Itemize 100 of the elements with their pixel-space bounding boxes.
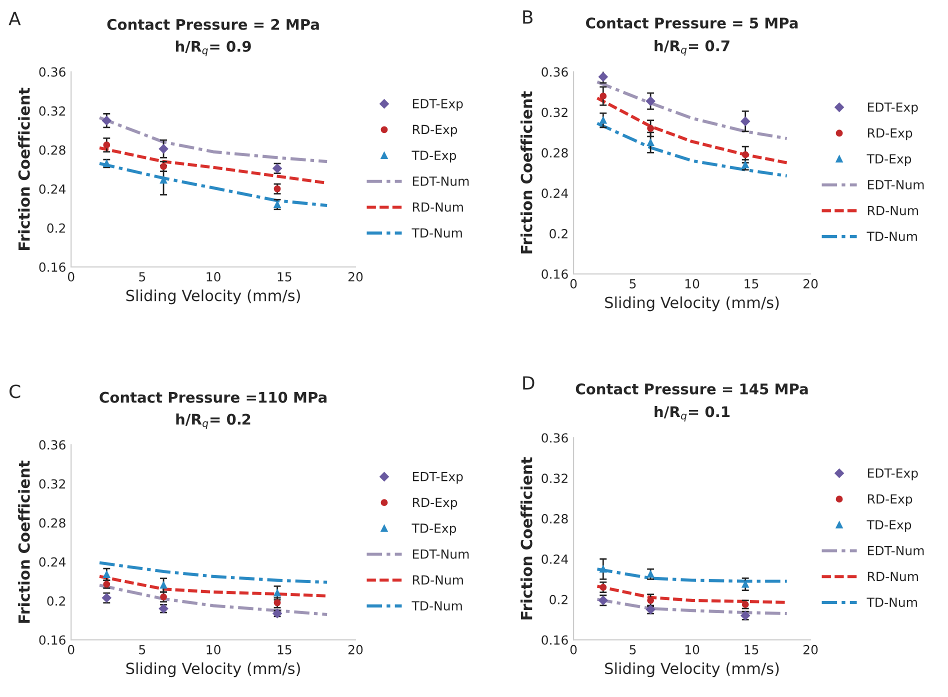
- y-tick-label: 0.36: [39, 67, 66, 77]
- legend-label: EDT-Exp: [868, 468, 918, 480]
- x-tick-label: 20: [804, 644, 818, 654]
- x-tick-label: 10: [206, 272, 220, 282]
- legend-label: RD-Num: [868, 206, 918, 216]
- point: [103, 570, 110, 578]
- legend-label: EDT-Num: [868, 180, 924, 190]
- point: [742, 580, 749, 588]
- point: [647, 124, 654, 132]
- legend-label: EDT-Exp: [868, 102, 918, 114]
- y-tick-label: 0.16: [39, 635, 66, 645]
- line-series: [596, 96, 788, 164]
- point: [103, 142, 110, 148]
- y-tick-label: 0.32: [542, 108, 568, 118]
- legend-label: TD-Num: [412, 601, 462, 611]
- x-tick-label: 0: [570, 279, 577, 288]
- point: [274, 201, 281, 208]
- legend-label: RD-Exp: [868, 494, 912, 506]
- y-tick-label: 0.2: [47, 223, 65, 233]
- legend-label: RD-Num: [412, 575, 463, 585]
- line-series: [98, 561, 329, 584]
- y-axis-title: Friction Coefficient: [520, 457, 532, 620]
- text: D: [523, 376, 534, 390]
- legend-label: RD-Exp: [868, 128, 912, 140]
- x-tick-label: 5: [139, 645, 146, 654]
- y-tick-label: 0.16: [542, 269, 568, 279]
- legend-label: TD-Exp: [866, 154, 912, 166]
- point: [158, 144, 168, 154]
- legend-label: EDT-Exp: [412, 472, 463, 484]
- legend-label: TD-Num: [412, 228, 462, 238]
- y-tick-label: 0.28: [39, 145, 66, 155]
- x-axis-title: Sliding Velocity (mm/s): [126, 289, 300, 304]
- y-tick-label: 0.2: [47, 596, 65, 606]
- y-tick-label: 0.16: [542, 635, 568, 645]
- point: [600, 92, 607, 100]
- y-tick-label: 0.36: [542, 433, 568, 443]
- x-tick-label: 0: [68, 272, 74, 282]
- legend-label: RD-Num: [412, 202, 463, 212]
- chart-subtitle: h/R$_{q}$= 0.1: [654, 406, 730, 422]
- y-tick-label: 0.36: [542, 67, 568, 77]
- y-tick-label: 0.16: [39, 262, 66, 272]
- y-tick-label: 0.2: [550, 594, 568, 604]
- y-axis-title: Friction Coefficient: [18, 460, 30, 623]
- point: [598, 72, 608, 82]
- x-tick-label: 15: [278, 645, 292, 654]
- x-axis-title: Sliding Velocity (mm/s): [126, 662, 300, 678]
- x-tick-label: 5: [139, 272, 146, 282]
- legend-label: TD-Num: [866, 232, 917, 242]
- x-tick-label: 0: [68, 644, 74, 654]
- point: [740, 116, 750, 126]
- line-series: [98, 162, 329, 208]
- point: [160, 162, 168, 170]
- chart-subtitle: h/R$_{q}$= 0.7: [654, 40, 730, 56]
- point: [160, 582, 168, 589]
- point: [647, 570, 654, 578]
- y-tick-label: 0.28: [39, 518, 66, 528]
- y-tick-label: 0.32: [39, 479, 65, 489]
- chart-title: Contact Pressure = 145 MPa: [576, 383, 808, 394]
- point: [160, 176, 168, 184]
- point: [647, 139, 654, 146]
- text: A: [8, 12, 21, 26]
- x-tick-label: 5: [630, 645, 636, 654]
- chart-title: Contact Pressure =110 MPa: [100, 392, 326, 403]
- x-tick-label: 15: [744, 279, 758, 288]
- x-tick-label: 15: [278, 272, 292, 282]
- legend-label: TD-Num: [866, 598, 917, 608]
- legend-label: TD-Exp: [412, 150, 456, 162]
- chart-title: Contact Pressure = 5 MPa: [586, 18, 798, 29]
- y-tick-label: 0.36: [39, 440, 66, 450]
- point: [274, 590, 281, 596]
- point: [274, 185, 281, 192]
- legend-label: EDT-Num: [868, 546, 924, 556]
- line-series: [98, 116, 329, 164]
- y-tick-label: 0.32: [542, 474, 568, 484]
- x-tick-label: 20: [804, 279, 818, 288]
- legend-label: EDT-Num: [412, 550, 469, 559]
- point: [600, 116, 607, 124]
- y-tick-label: 0.28: [542, 514, 568, 524]
- text: B: [523, 10, 533, 24]
- x-tick-label: 10: [685, 644, 700, 654]
- y-tick-label: 0.24: [39, 557, 66, 567]
- legend-label: EDT-Exp: [412, 99, 463, 111]
- legend-label: TD-Exp: [866, 520, 912, 532]
- x-tick-label: 20: [348, 272, 363, 282]
- y-tick-label: 0.32: [39, 106, 65, 116]
- y-tick-label: 0.24: [542, 188, 568, 198]
- x-tick-label: 0: [570, 644, 577, 654]
- y-axis-title: Friction Coefficient: [18, 88, 30, 250]
- x-tick-label: 5: [630, 279, 636, 288]
- chart-subtitle: h/R$_{q}$= 0.2: [176, 413, 250, 430]
- point: [102, 116, 112, 126]
- point: [646, 96, 656, 106]
- point: [600, 566, 607, 573]
- y-tick-label: 0.2: [550, 228, 568, 238]
- x-tick-label: 10: [685, 279, 700, 288]
- x-tick-label: 15: [744, 645, 758, 654]
- x-tick-label: 10: [206, 644, 220, 654]
- y-axis-title: Friction Coefficient: [520, 91, 532, 254]
- y-tick-label: 0.28: [542, 148, 568, 158]
- chart-title: Contact Pressure = 2 MPa: [107, 18, 319, 30]
